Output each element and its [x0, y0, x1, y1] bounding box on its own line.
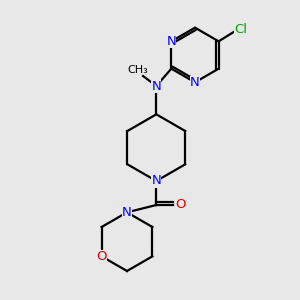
Text: N: N — [122, 206, 132, 219]
Text: CH₃: CH₃ — [127, 65, 148, 75]
Text: O: O — [96, 250, 107, 263]
Text: O: O — [176, 199, 186, 212]
Text: Cl: Cl — [235, 23, 248, 36]
Text: N: N — [152, 175, 161, 188]
Text: N: N — [167, 35, 176, 48]
Text: N: N — [152, 80, 161, 92]
Text: N: N — [190, 76, 200, 89]
